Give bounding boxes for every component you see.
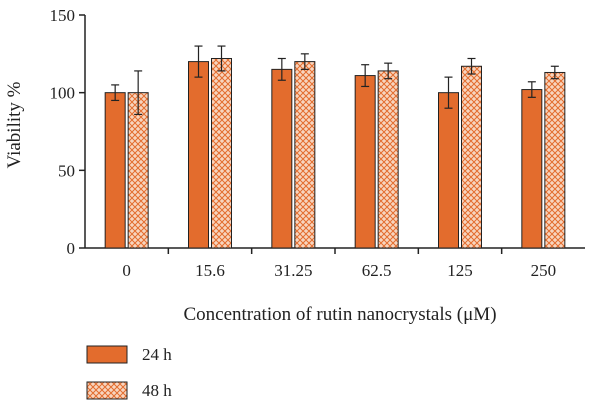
bar-48h [544, 71, 566, 249]
x-tick-label: 125 [447, 261, 473, 280]
bars [104, 57, 566, 249]
y-tick-label: 50 [58, 161, 75, 180]
y-axis-title: Viability % [4, 81, 25, 168]
bar-24h [438, 92, 459, 249]
bar-24h [354, 75, 376, 249]
bar-24h [271, 68, 293, 249]
bar-48h [211, 57, 232, 249]
y-tick-label: 0 [67, 239, 76, 258]
bar-24h [104, 92, 126, 249]
x-tick-label: 62.5 [362, 261, 392, 280]
legend-swatch-24h [86, 345, 128, 364]
x-tick-label: 15.6 [195, 261, 225, 280]
bar-48h [377, 70, 399, 249]
bar-48h [294, 61, 316, 249]
legend-swatch-48h [86, 381, 128, 400]
bar-48h [127, 92, 149, 249]
bar-48h [461, 65, 482, 249]
legend-label: 24 h [142, 345, 172, 364]
x-tick-label: 31.25 [274, 261, 312, 280]
y-tick-label: 150 [50, 6, 76, 25]
legend-label: 48 h [142, 381, 172, 400]
bar-24h [521, 89, 543, 249]
bar-24h [188, 61, 209, 249]
tick-labels: 0 50 100 150 0 15.6 31.25 62.5 125 250 [50, 6, 557, 280]
x-axis-title: Concentration of rutin nanocrystals (μM) [183, 304, 496, 325]
x-tick-label: 0 [122, 261, 131, 280]
y-tick-label: 100 [50, 84, 76, 103]
axes [79, 14, 585, 254]
legend: 24 h 48 h [86, 345, 172, 400]
error-bars [111, 45, 559, 116]
x-tick-label: 250 [531, 261, 557, 280]
